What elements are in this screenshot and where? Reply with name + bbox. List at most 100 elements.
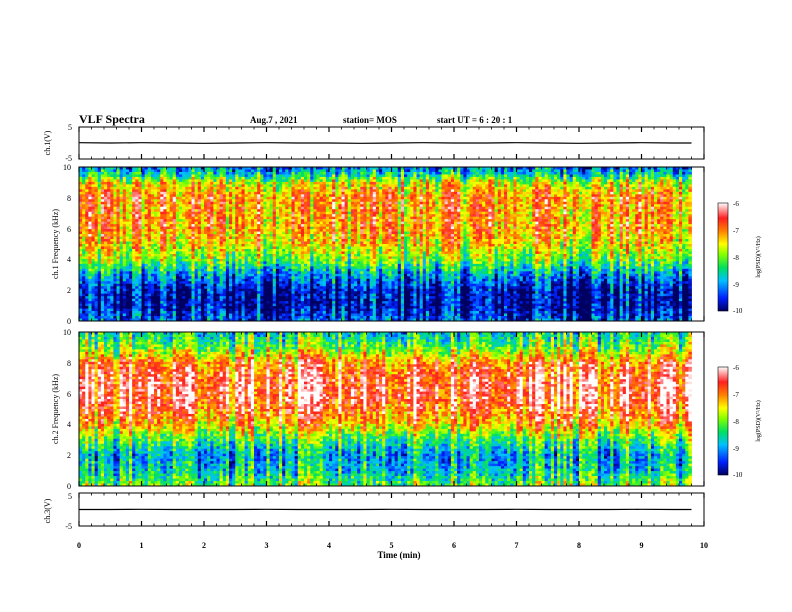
- ch1-spectrogram-cell: [582, 196, 586, 200]
- ch1-spectrogram-cell: [632, 181, 636, 185]
- ch1-spectrogram-cell: [222, 184, 227, 188]
- ch1-spectrogram-cell: [82, 189, 86, 193]
- ch1-spectrogram-cell: [297, 196, 302, 200]
- ch1-spectrogram-cell: [491, 219, 496, 223]
- ch1-spectrogram-cell: [510, 189, 514, 193]
- ch1-spectrogram-cell: [591, 201, 596, 205]
- ch1-spectrogram-cell: [341, 216, 346, 220]
- ch1-spectrogram-cell: [441, 199, 446, 203]
- ch1-spectrogram-cell: [235, 189, 239, 193]
- ch1-spectrogram-cell: [182, 226, 186, 230]
- ch1-spectrogram-cell: [154, 229, 158, 232]
- ch1-spectrogram-cell: [200, 181, 205, 185]
- ch1-spectrogram-cell: [319, 206, 324, 210]
- ch1-spectrogram-cell: [354, 174, 358, 178]
- ch1-spectrogram-cell: [300, 191, 305, 195]
- ch1-spectrogram-cell: [247, 226, 252, 230]
- ch1-spectrogram-cell: [604, 169, 608, 173]
- ch1-spectrogram-cell: [163, 196, 167, 200]
- ch1-spectrogram-cell: [269, 216, 274, 220]
- ch1-spectrogram-cell: [394, 224, 399, 228]
- ch1-spectrogram-cell: [585, 211, 589, 215]
- ch1-spectrogram-cell: [210, 171, 214, 175]
- ch1-spectrogram-cell: [291, 189, 296, 193]
- ch1-spectrogram-cell: [529, 179, 533, 183]
- ch1-spectrogram-cell: [535, 176, 539, 180]
- ch1-spectrogram-cell: [157, 221, 161, 225]
- ch1-spectrogram-cell: [407, 216, 411, 220]
- ch1-spectrogram-cell: [147, 199, 152, 203]
- ch1-spectrogram-cell: [547, 216, 552, 220]
- ch1-spectrogram-cell: [438, 206, 442, 210]
- ch1-spectrogram-cell: [397, 206, 402, 210]
- ch1-spectrogram-cell: [294, 184, 299, 188]
- ch1-spectrogram-cell: [629, 214, 633, 218]
- ch1-spectrogram-cell: [463, 209, 467, 213]
- ch1-spectrogram-cell: [429, 179, 433, 183]
- ch1-spectrogram-cell: [400, 226, 405, 230]
- ch1-spectrogram-cell: [582, 209, 586, 213]
- ch1-spectrogram-cell: [88, 191, 92, 195]
- ch1-spectrogram-cell: [147, 179, 152, 183]
- ch1-spectrogram-cell: [235, 169, 239, 173]
- ch1-spectrogram-cell: [172, 229, 177, 232]
- ch1-spectrogram-cell: [519, 199, 524, 203]
- ch1-spectrogram-cell: [491, 204, 496, 208]
- ch1-spectrogram-cell: [79, 209, 83, 213]
- ch1-spectrogram-cell: [682, 189, 686, 193]
- ch1-spectrogram-cell: [407, 174, 411, 178]
- ch1-spectrogram-cell: [666, 191, 671, 195]
- ch1-spectrogram-cell: [188, 209, 192, 213]
- ch1-spectrogram-cell: [319, 194, 324, 198]
- ch1-spectrogram-cell: [341, 201, 346, 205]
- ch1-spectrogram-cell: [513, 181, 517, 185]
- ch1-spectrogram-cell: [113, 194, 117, 198]
- ch1-spectrogram-cell: [541, 196, 546, 200]
- ch1-spectrogram-cell: [485, 206, 489, 210]
- ch1-spectrogram-cell: [319, 171, 324, 175]
- ch1-spectrogram-cell: [435, 226, 439, 230]
- ch1-spectrogram-cell: [104, 214, 108, 218]
- ch1-spectrogram-cell: [182, 229, 186, 232]
- ch1-spectrogram-cell: [291, 206, 296, 210]
- ch1-spectrogram-cell: [616, 181, 621, 185]
- ch1-spectrogram-cell: [135, 186, 139, 190]
- ch1-spectrogram-cell: [319, 216, 324, 220]
- ch1-spectrogram-cell: [394, 211, 399, 215]
- ch1-spectrogram-cell: [182, 184, 186, 188]
- ch1-spectrogram-cell: [410, 224, 414, 228]
- ch1-spectrogram-cell: [307, 219, 311, 223]
- ch1-spectrogram-cell: [285, 169, 289, 173]
- ch1-spectrogram-cell: [494, 216, 499, 220]
- ch1-spectrogram-cell: [369, 211, 374, 215]
- ch1-spectrogram-cell: [200, 229, 205, 232]
- ch1-spectrogram-cell: [216, 196, 221, 200]
- ch1-spectrogram-cell: [369, 179, 374, 183]
- ch1-spectrogram-cell: [332, 226, 336, 230]
- ch1-spectrogram-cell: [385, 226, 389, 230]
- ch1-spectrogram-cell: [197, 216, 202, 220]
- ch1-spectrogram-cell: [241, 174, 246, 178]
- ch1-spectrogram-cell: [350, 171, 355, 175]
- ch1-spectrogram-cell: [463, 211, 467, 215]
- ch1-spectrogram-cell: [625, 184, 630, 188]
- ch1-spectrogram-cell: [282, 196, 286, 200]
- ch1-spectrogram-cell: [160, 219, 164, 223]
- ch1-spectrogram-cell: [272, 206, 277, 210]
- ch1-spectrogram-cell: [450, 221, 455, 225]
- ch1-spectrogram-cell: [163, 229, 167, 232]
- ch1-spectrogram-cell: [285, 196, 289, 200]
- ch1-spectrogram-cell: [610, 186, 614, 190]
- ch1-spectrogram-cell: [344, 194, 349, 198]
- ch1-spectrogram-cell: [310, 219, 314, 223]
- ch1-spectrogram-cell: [591, 196, 596, 200]
- ch1-spectrogram-cell: [591, 199, 596, 203]
- ch1-spectrogram-cell: [175, 216, 180, 220]
- ch1-spectrogram-cell: [625, 199, 630, 203]
- ch1-spectrogram-cell: [650, 226, 655, 230]
- ch1-spectrogram-cell: [388, 226, 392, 230]
- ch1-spectrogram-cell: [497, 171, 502, 175]
- ch1-spectrogram-cell: [516, 211, 521, 215]
- ch1-spectrogram-cell: [110, 174, 114, 178]
- ch1-spectrogram-cell: [104, 201, 108, 205]
